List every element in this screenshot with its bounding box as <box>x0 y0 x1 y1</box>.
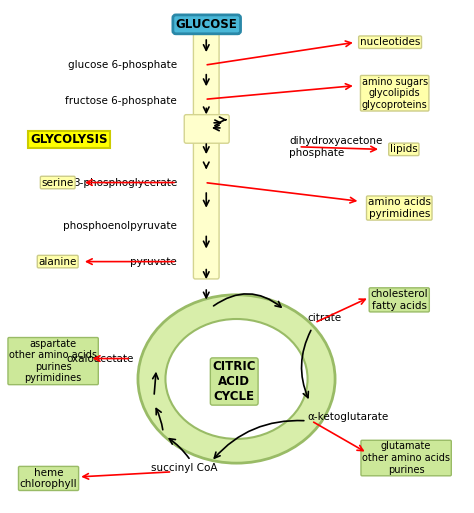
Text: pyruvate: pyruvate <box>130 256 177 267</box>
FancyBboxPatch shape <box>193 27 219 279</box>
Text: 3-phosphoglycerate: 3-phosphoglycerate <box>73 177 177 188</box>
Text: nucleotides: nucleotides <box>360 37 420 47</box>
Text: citrate: citrate <box>308 313 342 323</box>
Text: fructose 6-phosphate: fructose 6-phosphate <box>65 96 177 106</box>
Text: aspartate
other amino acids
purines
pyrimidines: aspartate other amino acids purines pyri… <box>9 339 97 384</box>
FancyBboxPatch shape <box>184 115 229 143</box>
Text: dihydroxyacetone
phosphate: dihydroxyacetone phosphate <box>289 136 383 157</box>
Text: glutamate
other amino acids
purines: glutamate other amino acids purines <box>362 442 450 475</box>
Text: alanine: alanine <box>38 256 77 267</box>
Text: glucose 6-phosphate: glucose 6-phosphate <box>68 60 177 70</box>
Text: phosphoenolpyruvate: phosphoenolpyruvate <box>63 221 177 231</box>
Text: serine: serine <box>42 177 74 188</box>
Text: oxaloacetate: oxaloacetate <box>66 353 133 364</box>
Text: lipids: lipids <box>390 144 418 154</box>
Text: GLUCOSE: GLUCOSE <box>176 18 237 31</box>
Text: heme
chlorophyll: heme chlorophyll <box>20 468 77 489</box>
Text: GLYCOLYSIS: GLYCOLYSIS <box>30 133 108 146</box>
Ellipse shape <box>138 295 335 463</box>
Text: amino sugars
glycolipids
glycoproteins: amino sugars glycolipids glycoproteins <box>362 76 428 110</box>
Ellipse shape <box>165 319 308 439</box>
Text: amino acids
pyrimidines: amino acids pyrimidines <box>368 197 431 219</box>
Text: cholesterol
fatty acids: cholesterol fatty acids <box>371 289 428 311</box>
Text: CITRIC
ACID
CYCLE: CITRIC ACID CYCLE <box>212 360 256 403</box>
Text: succinyl CoA: succinyl CoA <box>151 463 217 473</box>
Text: α-ketoglutarate: α-ketoglutarate <box>308 412 389 422</box>
